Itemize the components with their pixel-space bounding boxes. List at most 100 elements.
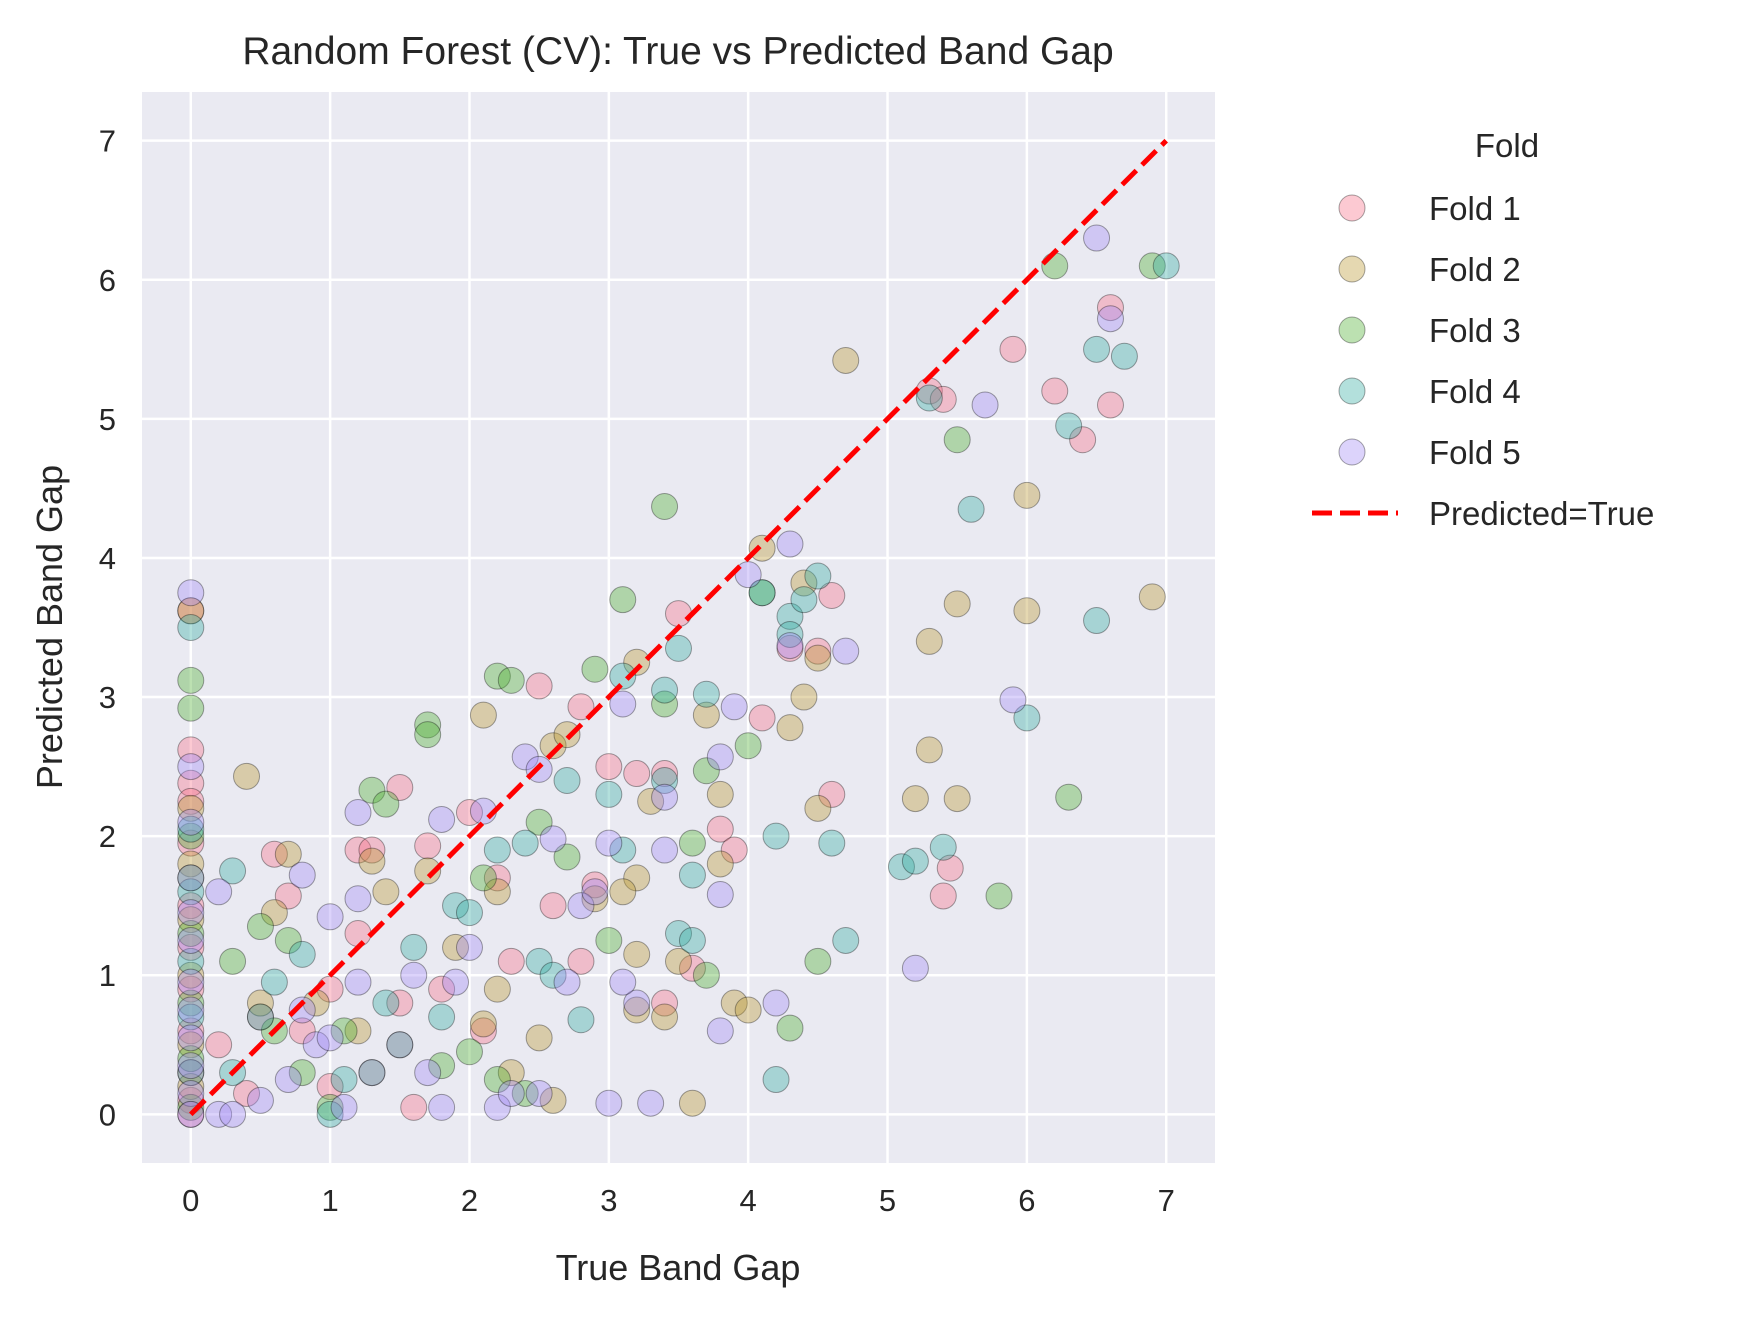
data-point-fold-3 (483, 662, 511, 690)
data-point-fold-4 (665, 920, 692, 947)
data-point-fold-5 (330, 1093, 358, 1121)
data-point-fold-1 (400, 1093, 428, 1121)
data-point-fold-3 (358, 1059, 386, 1087)
data-point-fold-4 (525, 947, 553, 975)
data-point-fold-5 (344, 968, 372, 996)
data-point-fold-4 (1013, 704, 1041, 732)
legend-title: Fold (1475, 127, 1539, 164)
data-point-fold-2 (233, 762, 261, 790)
data-point-fold-2 (539, 1086, 567, 1114)
data-point-fold-4 (762, 822, 790, 850)
data-point-fold-5 (246, 1086, 274, 1114)
data-point-fold-3 (678, 829, 706, 857)
data-point-fold-4 (177, 947, 205, 975)
data-point-fold-4 (219, 857, 247, 885)
data-point-fold-3 (651, 492, 679, 520)
data-point-fold-2 (623, 648, 651, 676)
data-point-fold-4 (678, 926, 706, 954)
data-point-fold-1 (386, 773, 414, 801)
data-point-fold-2 (790, 683, 818, 711)
data-point-fold-2 (915, 736, 943, 764)
data-point-fold-2 (483, 878, 511, 906)
data-point-fold-5 (177, 968, 205, 996)
data-point-fold-2 (623, 996, 651, 1024)
data-point-fold-5 (776, 530, 804, 558)
data-point-fold-3 (428, 1052, 456, 1080)
data-point-fold-3 (692, 757, 720, 785)
data-point-fold-5 (177, 864, 205, 892)
reference-line (189, 138, 1168, 1117)
data-point-fold-1 (776, 634, 804, 662)
data-point-fold-5 (219, 1100, 247, 1128)
data-point-fold-2 (177, 794, 205, 822)
data-point-fold-5 (177, 1024, 205, 1052)
data-point-fold-4 (246, 1003, 274, 1031)
data-point-fold-5 (344, 798, 372, 826)
data-point-fold-5 (344, 885, 372, 913)
data-point-fold-5 (651, 783, 679, 811)
data-point-fold-3 (246, 913, 274, 941)
data-point-fold-4 (1055, 412, 1083, 440)
data-point-fold-3 (525, 808, 553, 836)
y-tick-labels: 0 1 2 3 4 5 6 7 (99, 124, 116, 1133)
y-tick-label: 6 (99, 263, 116, 298)
data-point-fold-5 (442, 968, 470, 996)
data-point-fold-2 (706, 780, 734, 808)
data-point-fold-5 (609, 968, 637, 996)
data-point-fold-1 (177, 1017, 205, 1045)
data-point-fold-5 (428, 805, 456, 833)
x-tick-label: 7 (1158, 1183, 1175, 1218)
data-point-fold-4 (609, 662, 637, 690)
data-point-fold-3 (358, 776, 386, 804)
data-point-fold-4 (400, 933, 428, 961)
data-point-fold-5 (274, 1066, 302, 1094)
data-point-fold-3 (372, 790, 400, 818)
data-point-fold-2 (442, 933, 470, 961)
data-point-fold-2 (790, 569, 818, 597)
data-point-fold-5 (288, 996, 316, 1024)
chart-title: Random Forest (CV): True vs Predicted Ba… (242, 30, 1113, 73)
data-point-fold-1 (233, 1079, 261, 1107)
data-point-fold-5 (428, 1093, 456, 1121)
data-point-fold-5 (581, 878, 609, 906)
data-point-fold-2 (469, 701, 497, 729)
data-point-fold-4 (1083, 607, 1111, 635)
data-point-fold-1 (936, 854, 964, 882)
data-point-fold-5 (762, 989, 790, 1017)
data-point-fold-5 (177, 996, 205, 1024)
x-tick-label: 1 (321, 1183, 338, 1218)
data-point-fold-5 (177, 899, 205, 927)
data-point-fold-5 (288, 861, 316, 889)
data-point-fold-2 (246, 989, 274, 1017)
x-axis-label: True Band Gap (556, 1247, 801, 1288)
data-point-fold-4 (372, 989, 400, 1017)
data-point-fold-4 (330, 1066, 358, 1094)
data-point-fold-5 (177, 926, 205, 954)
legend-label-fold-5: Fold 5 (1429, 434, 1521, 471)
data-point-fold-3 (1041, 252, 1069, 280)
data-point-fold-4 (567, 1006, 595, 1034)
data-point-fold-1 (720, 836, 748, 864)
data-point-fold-1 (386, 989, 414, 1017)
data-point-fold-2 (372, 878, 400, 906)
data-point-fold-1 (246, 1003, 274, 1031)
data-point-fold-3 (177, 989, 205, 1017)
data-point-fold-4 (678, 861, 706, 889)
data-point-fold-5 (205, 1100, 233, 1128)
data-point-fold-2 (720, 989, 748, 1017)
data-point-fold-4 (776, 602, 804, 630)
data-point-fold-1 (274, 882, 302, 910)
data-point-fold-5 (400, 961, 428, 989)
data-point-fold-4 (651, 767, 679, 794)
data-point-fold-1 (525, 672, 553, 700)
data-point-fold-2 (177, 961, 205, 989)
y-tick-label: 0 (99, 1097, 116, 1132)
data-point-fold-1 (288, 1017, 316, 1045)
data-point-fold-2 (1013, 481, 1041, 509)
data-point-fold-1 (177, 769, 205, 797)
data-point-fold-5 (971, 391, 999, 419)
x-tick-label: 3 (600, 1183, 617, 1218)
data-point-fold-2 (637, 787, 665, 815)
legend-label-predicted-true: Predicted=True (1429, 495, 1654, 532)
data-point-fold-3 (177, 822, 205, 850)
